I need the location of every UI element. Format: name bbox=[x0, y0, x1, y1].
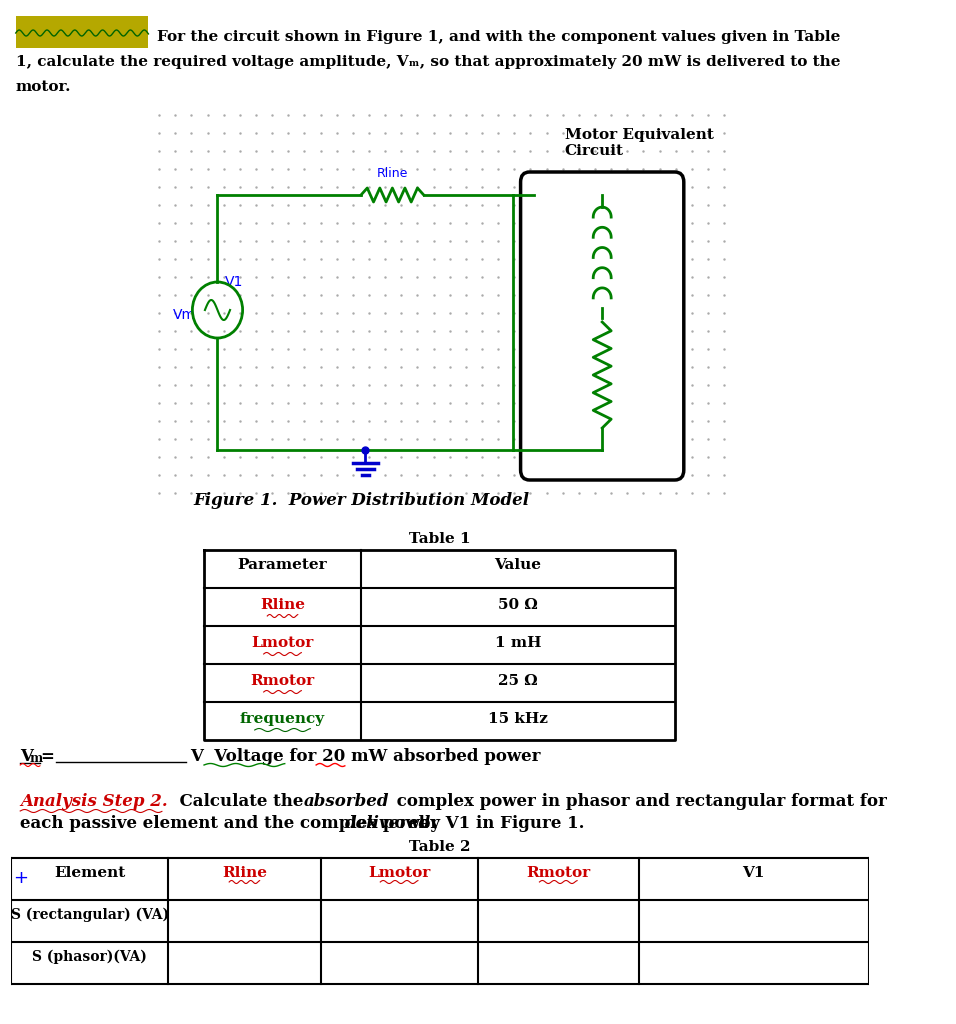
Text: Parameter: Parameter bbox=[238, 558, 327, 572]
Text: Table 2: Table 2 bbox=[409, 840, 470, 854]
Text: Calculate the: Calculate the bbox=[168, 793, 310, 810]
FancyBboxPatch shape bbox=[15, 16, 148, 48]
Text: V: V bbox=[20, 748, 33, 765]
Text: Value: Value bbox=[494, 558, 541, 572]
Text: motor.: motor. bbox=[15, 80, 72, 94]
Text: Rline: Rline bbox=[377, 167, 408, 180]
Text: complex power in phasor and rectangular format for: complex power in phasor and rectangular … bbox=[391, 793, 887, 810]
Text: by V1 in Figure 1.: by V1 in Figure 1. bbox=[413, 815, 584, 831]
FancyBboxPatch shape bbox=[521, 172, 684, 480]
Text: Figure 1.  Power Distribution Model: Figure 1. Power Distribution Model bbox=[193, 492, 529, 509]
Text: V  Voltage for 20 mW absorbed power: V Voltage for 20 mW absorbed power bbox=[190, 748, 541, 765]
Text: delivered: delivered bbox=[345, 815, 431, 831]
Text: 1, calculate the required voltage amplitude, Vₘ, so that approximately 20 mW is : 1, calculate the required voltage amplit… bbox=[15, 55, 840, 69]
Text: 25 Ω: 25 Ω bbox=[498, 674, 537, 688]
Text: Lmotor: Lmotor bbox=[368, 866, 430, 880]
Text: Analysis Step 2.: Analysis Step 2. bbox=[20, 793, 168, 810]
Text: V1: V1 bbox=[225, 275, 243, 289]
Text: each passive element and the complex power: each passive element and the complex pow… bbox=[20, 815, 445, 831]
Text: S (rectangular) (VA): S (rectangular) (VA) bbox=[11, 908, 169, 923]
Text: =: = bbox=[40, 748, 54, 765]
Text: V1: V1 bbox=[743, 866, 765, 880]
Text: frequency: frequency bbox=[240, 712, 325, 726]
Text: Lmotor: Lmotor bbox=[617, 249, 661, 261]
Text: For the circuit shown in Figure 1, and with the component values given in Table: For the circuit shown in Figure 1, and w… bbox=[157, 30, 840, 44]
Text: Rmotor: Rmotor bbox=[250, 674, 315, 688]
Text: Rline: Rline bbox=[222, 866, 267, 880]
Text: Lmotor: Lmotor bbox=[251, 636, 314, 650]
Text: S (phasor)(VA): S (phasor)(VA) bbox=[33, 950, 147, 965]
Text: Element: Element bbox=[54, 866, 125, 880]
Text: 50 Ω: 50 Ω bbox=[498, 598, 538, 612]
Text: Vm: Vm bbox=[173, 308, 196, 322]
Text: Motor Equivalent
Circuit: Motor Equivalent Circuit bbox=[565, 128, 713, 158]
Text: Table 1: Table 1 bbox=[409, 532, 470, 546]
Text: absorbed: absorbed bbox=[304, 793, 389, 810]
Text: 1 mH: 1 mH bbox=[494, 636, 541, 650]
Text: 15 kHz: 15 kHz bbox=[488, 712, 548, 726]
Text: Rmotor: Rmotor bbox=[526, 866, 590, 880]
Text: m: m bbox=[30, 752, 42, 765]
Text: Rline: Rline bbox=[260, 598, 305, 612]
Text: Rmotor: Rmotor bbox=[617, 369, 663, 382]
Text: +: + bbox=[13, 869, 28, 887]
